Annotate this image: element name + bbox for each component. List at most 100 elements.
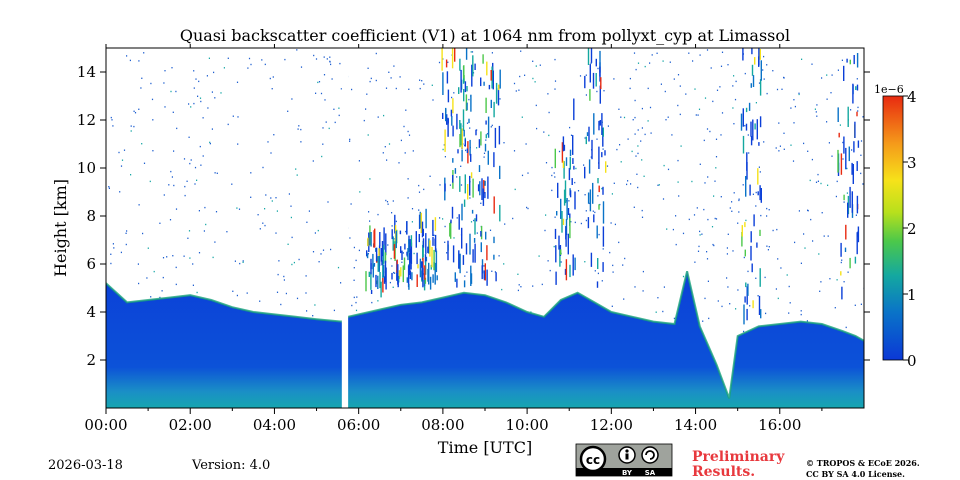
noise-speck bbox=[840, 261, 842, 264]
noise-speck bbox=[846, 192, 848, 194]
noise-speck bbox=[862, 183, 864, 185]
plume-streak bbox=[837, 107, 839, 122]
noise-speck bbox=[193, 87, 195, 89]
noise-speck bbox=[322, 143, 324, 145]
noise-speck bbox=[766, 215, 768, 217]
noise-speck bbox=[697, 250, 700, 252]
plume-streak bbox=[595, 58, 597, 67]
noise-speck bbox=[633, 52, 636, 54]
noise-speck bbox=[284, 58, 286, 61]
plume-streak bbox=[427, 246, 429, 254]
noise-speck bbox=[297, 128, 299, 130]
noise-speck bbox=[697, 114, 699, 116]
plume-streak bbox=[410, 248, 412, 270]
noise-speck bbox=[189, 162, 191, 165]
plume-streak bbox=[424, 254, 427, 263]
noise-speck bbox=[438, 61, 441, 64]
noise-speck bbox=[803, 233, 805, 235]
noise-speck bbox=[404, 152, 406, 154]
plume-streak bbox=[458, 214, 460, 230]
plume-streak bbox=[375, 247, 378, 262]
noise-speck bbox=[118, 151, 120, 154]
plume-streak bbox=[407, 248, 409, 261]
noise-speck bbox=[662, 60, 664, 62]
noise-speck bbox=[413, 252, 415, 255]
plume-streak bbox=[380, 281, 382, 298]
noise-speck bbox=[418, 184, 420, 187]
noise-speck bbox=[706, 49, 709, 51]
noise-speck bbox=[764, 276, 766, 279]
noise-speck bbox=[539, 64, 541, 66]
plume-streak bbox=[597, 258, 599, 269]
noise-speck bbox=[829, 278, 831, 280]
plume-streak bbox=[759, 79, 762, 96]
plume-streak bbox=[750, 231, 752, 243]
plume-streak bbox=[554, 148, 556, 169]
plume-streak bbox=[432, 237, 434, 246]
noise-speck bbox=[696, 207, 698, 209]
noise-speck bbox=[777, 258, 779, 260]
plume-streak bbox=[599, 50, 601, 73]
noise-speck bbox=[729, 207, 731, 209]
noise-speck bbox=[275, 232, 277, 234]
noise-speck bbox=[317, 81, 319, 84]
noise-speck bbox=[694, 261, 696, 263]
plume-streak bbox=[555, 271, 557, 285]
noise-speck bbox=[276, 291, 279, 293]
plume-streak bbox=[419, 211, 421, 228]
plume-streak bbox=[562, 136, 565, 152]
noise-speck bbox=[657, 184, 659, 186]
noise-speck bbox=[677, 159, 679, 162]
noise-speck bbox=[558, 150, 561, 153]
plume-streak bbox=[493, 236, 495, 244]
x-axis-label: Time [UTC] bbox=[438, 438, 532, 457]
noise-speck bbox=[464, 275, 466, 277]
noise-speck bbox=[714, 180, 716, 182]
noise-speck bbox=[138, 204, 140, 206]
colorbar-tick-label: 3 bbox=[907, 154, 917, 172]
plume-streak bbox=[409, 252, 411, 260]
noise-speck bbox=[843, 281, 845, 283]
noise-speck bbox=[688, 218, 690, 221]
noise-speck bbox=[814, 108, 816, 110]
plume-streak bbox=[573, 98, 575, 121]
plume-streak bbox=[746, 162, 748, 180]
noise-speck bbox=[641, 127, 643, 129]
plume-streak bbox=[587, 192, 590, 204]
plume-streak bbox=[560, 198, 562, 219]
noise-speck bbox=[707, 280, 709, 282]
plume-streak bbox=[479, 181, 481, 196]
noise-speck bbox=[699, 163, 701, 165]
plume-streak bbox=[454, 272, 456, 282]
noise-speck bbox=[387, 203, 389, 205]
plume-streak bbox=[449, 222, 451, 237]
noise-speck bbox=[220, 92, 222, 94]
x-tick-label: 08:00 bbox=[421, 416, 464, 434]
noise-speck bbox=[781, 88, 783, 90]
noise-speck bbox=[271, 88, 273, 90]
noise-speck bbox=[717, 300, 719, 302]
plume-streak bbox=[492, 70, 494, 90]
noise-speck bbox=[842, 141, 844, 144]
noise-speck bbox=[418, 209, 420, 211]
copyright-line-1: © TROPOS & ECoE 2026. bbox=[806, 458, 920, 468]
noise-speck bbox=[748, 152, 750, 154]
noise-speck bbox=[807, 150, 809, 152]
plume-streak bbox=[373, 230, 375, 248]
plume-streak bbox=[596, 281, 599, 288]
noise-speck bbox=[731, 210, 733, 212]
noise-speck bbox=[491, 124, 493, 127]
noise-speck bbox=[363, 119, 365, 122]
noise-speck bbox=[738, 211, 740, 213]
noise-speck bbox=[726, 253, 728, 255]
noise-speck bbox=[841, 59, 843, 61]
badge-by-label: BY bbox=[622, 469, 633, 477]
noise-speck bbox=[641, 159, 643, 161]
noise-speck bbox=[827, 235, 829, 237]
plume-streak bbox=[485, 134, 487, 139]
plume-streak bbox=[759, 229, 761, 236]
plume-streak bbox=[401, 250, 403, 260]
noise-speck bbox=[698, 245, 700, 248]
noise-speck bbox=[298, 258, 300, 261]
noise-speck bbox=[159, 296, 161, 299]
